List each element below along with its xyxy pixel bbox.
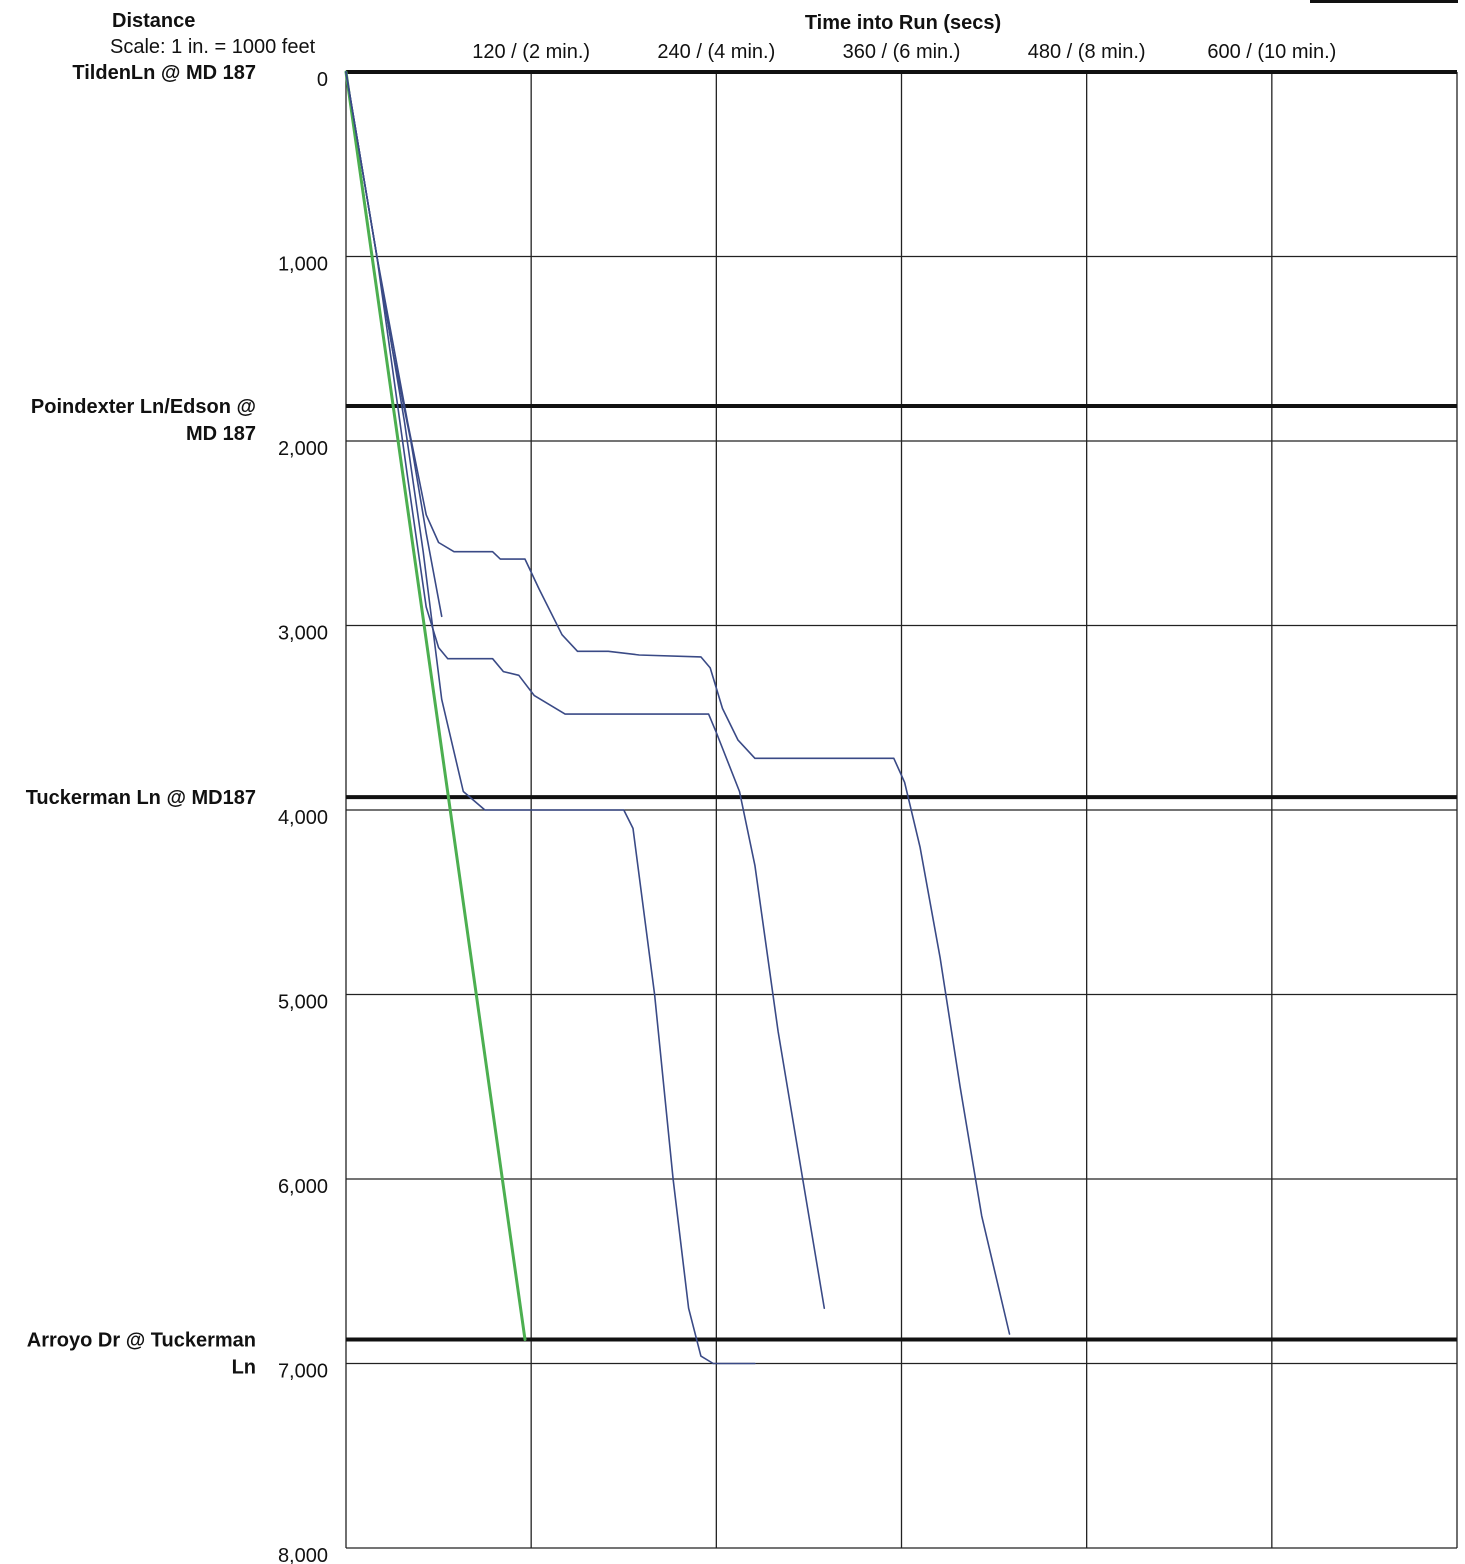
series-layer bbox=[344, 70, 1011, 1365]
y-tick-label: 4,000 bbox=[278, 807, 328, 829]
x-tick-label: 600 / (10 min.) bbox=[1207, 41, 1336, 63]
station-label: Tuckerman Ln @ MD187 bbox=[26, 787, 256, 809]
series-line-1 bbox=[344, 70, 527, 1341]
y-tick-label: 2,000 bbox=[278, 438, 328, 460]
y-tick-label: 7,000 bbox=[278, 1361, 328, 1383]
x-axis-title: Time into Run (secs) bbox=[805, 12, 1001, 34]
station-label: Ln bbox=[232, 1357, 256, 1379]
x-tick-label: 240 / (4 min.) bbox=[657, 41, 775, 63]
series-line-2 bbox=[345, 71, 756, 1365]
station-lines-layer bbox=[346, 70, 1457, 1342]
x-tick-label: 120 / (2 min.) bbox=[472, 41, 590, 63]
series-line-3 bbox=[345, 71, 826, 1309]
y-tick-label: 5,000 bbox=[278, 992, 328, 1014]
x-tick-label: 480 / (8 min.) bbox=[1028, 41, 1146, 63]
label-layer: Distance Scale: 1 in. = 1000 feet Time i… bbox=[26, 10, 1337, 1564]
y-tick-label: 6,000 bbox=[278, 1176, 328, 1198]
y-tick-label: 8,000 bbox=[278, 1545, 328, 1564]
y-tick-label: 3,000 bbox=[278, 623, 328, 645]
station-label: MD 187 bbox=[186, 423, 256, 445]
scale-note: Scale: 1 in. = 1000 feet bbox=[110, 36, 316, 58]
top-edge-rule bbox=[1310, 0, 1458, 3]
grid-layer bbox=[345, 72, 1458, 1549]
distance-axis-title: Distance bbox=[112, 10, 195, 32]
y-tick-label: 1,000 bbox=[278, 254, 328, 276]
x-tick-label: 360 / (6 min.) bbox=[843, 41, 961, 63]
station-label: Arroyo Dr @ Tuckerman bbox=[27, 1330, 256, 1352]
station-label: TildenLn @ MD 187 bbox=[72, 62, 256, 84]
station-label: Poindexter Ln/Edson @ bbox=[31, 396, 256, 418]
y-tick-label: 0 bbox=[317, 69, 328, 91]
series-line-5 bbox=[345, 71, 443, 618]
series-line-4 bbox=[345, 71, 1011, 1335]
